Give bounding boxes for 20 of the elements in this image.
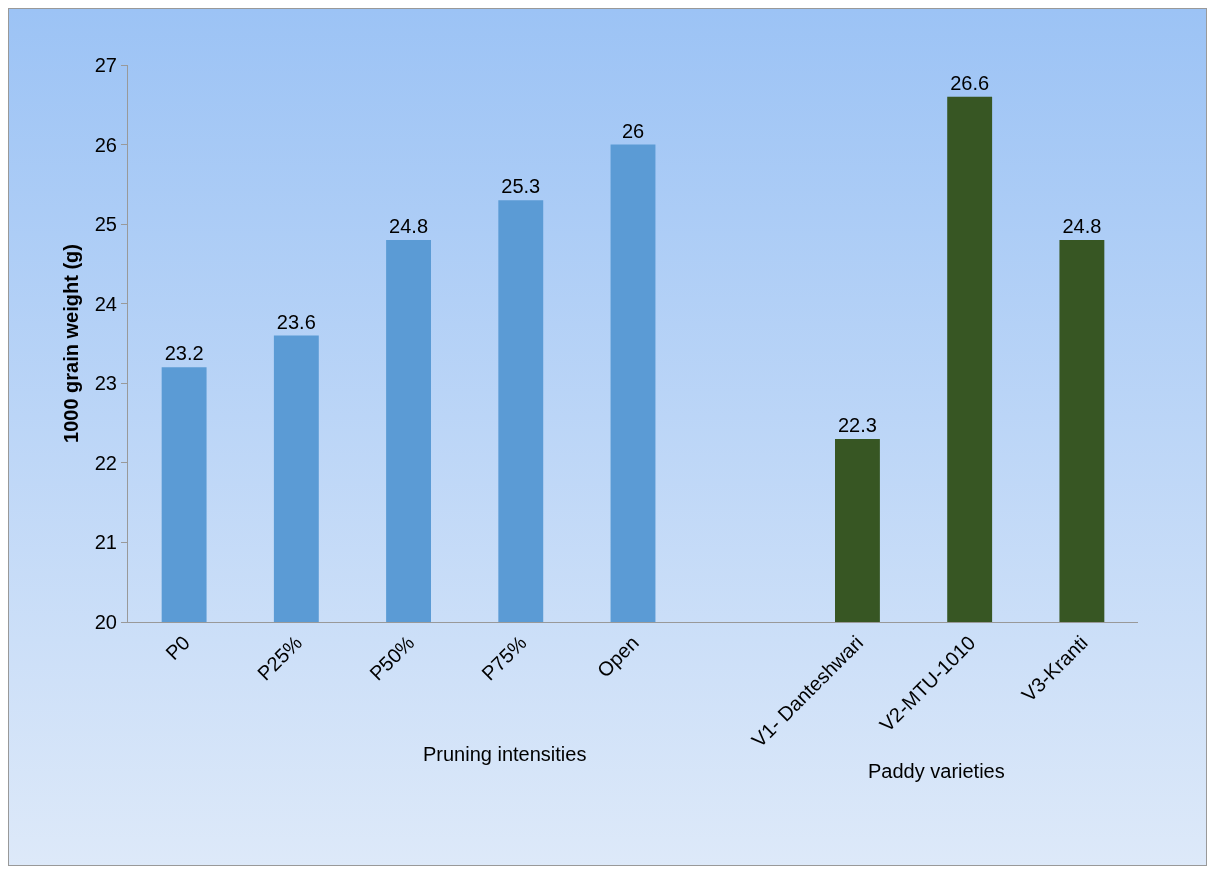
y-tick-label: 22 [94,451,117,474]
data-label: 23.2 [164,342,204,365]
text: Paddy varieties [868,760,1005,782]
data-label: 24.8 [389,215,429,238]
text: Pruning intensities [423,743,587,765]
data-label: 25.3 [501,175,541,198]
data-label: 22.3 [837,413,877,436]
data-label: 23.6 [276,310,316,333]
y-tick-label: 24 [94,292,117,315]
y-tick-label: 23 [94,372,117,395]
y-tick-label: 20 [94,611,117,633]
y-tick-label: 26 [94,133,117,156]
y-tick-label: 27 [94,54,117,76]
y-axis-title: 1000 grain weight (g) [60,244,82,443]
y-tick-label: 21 [94,531,117,554]
data-label: 26 [621,119,645,142]
y-tick-label: 25 [94,213,117,236]
x-tick-label: P0 [161,631,195,665]
data-label: 26.6 [950,71,990,94]
data-label: 24.8 [1062,215,1102,238]
